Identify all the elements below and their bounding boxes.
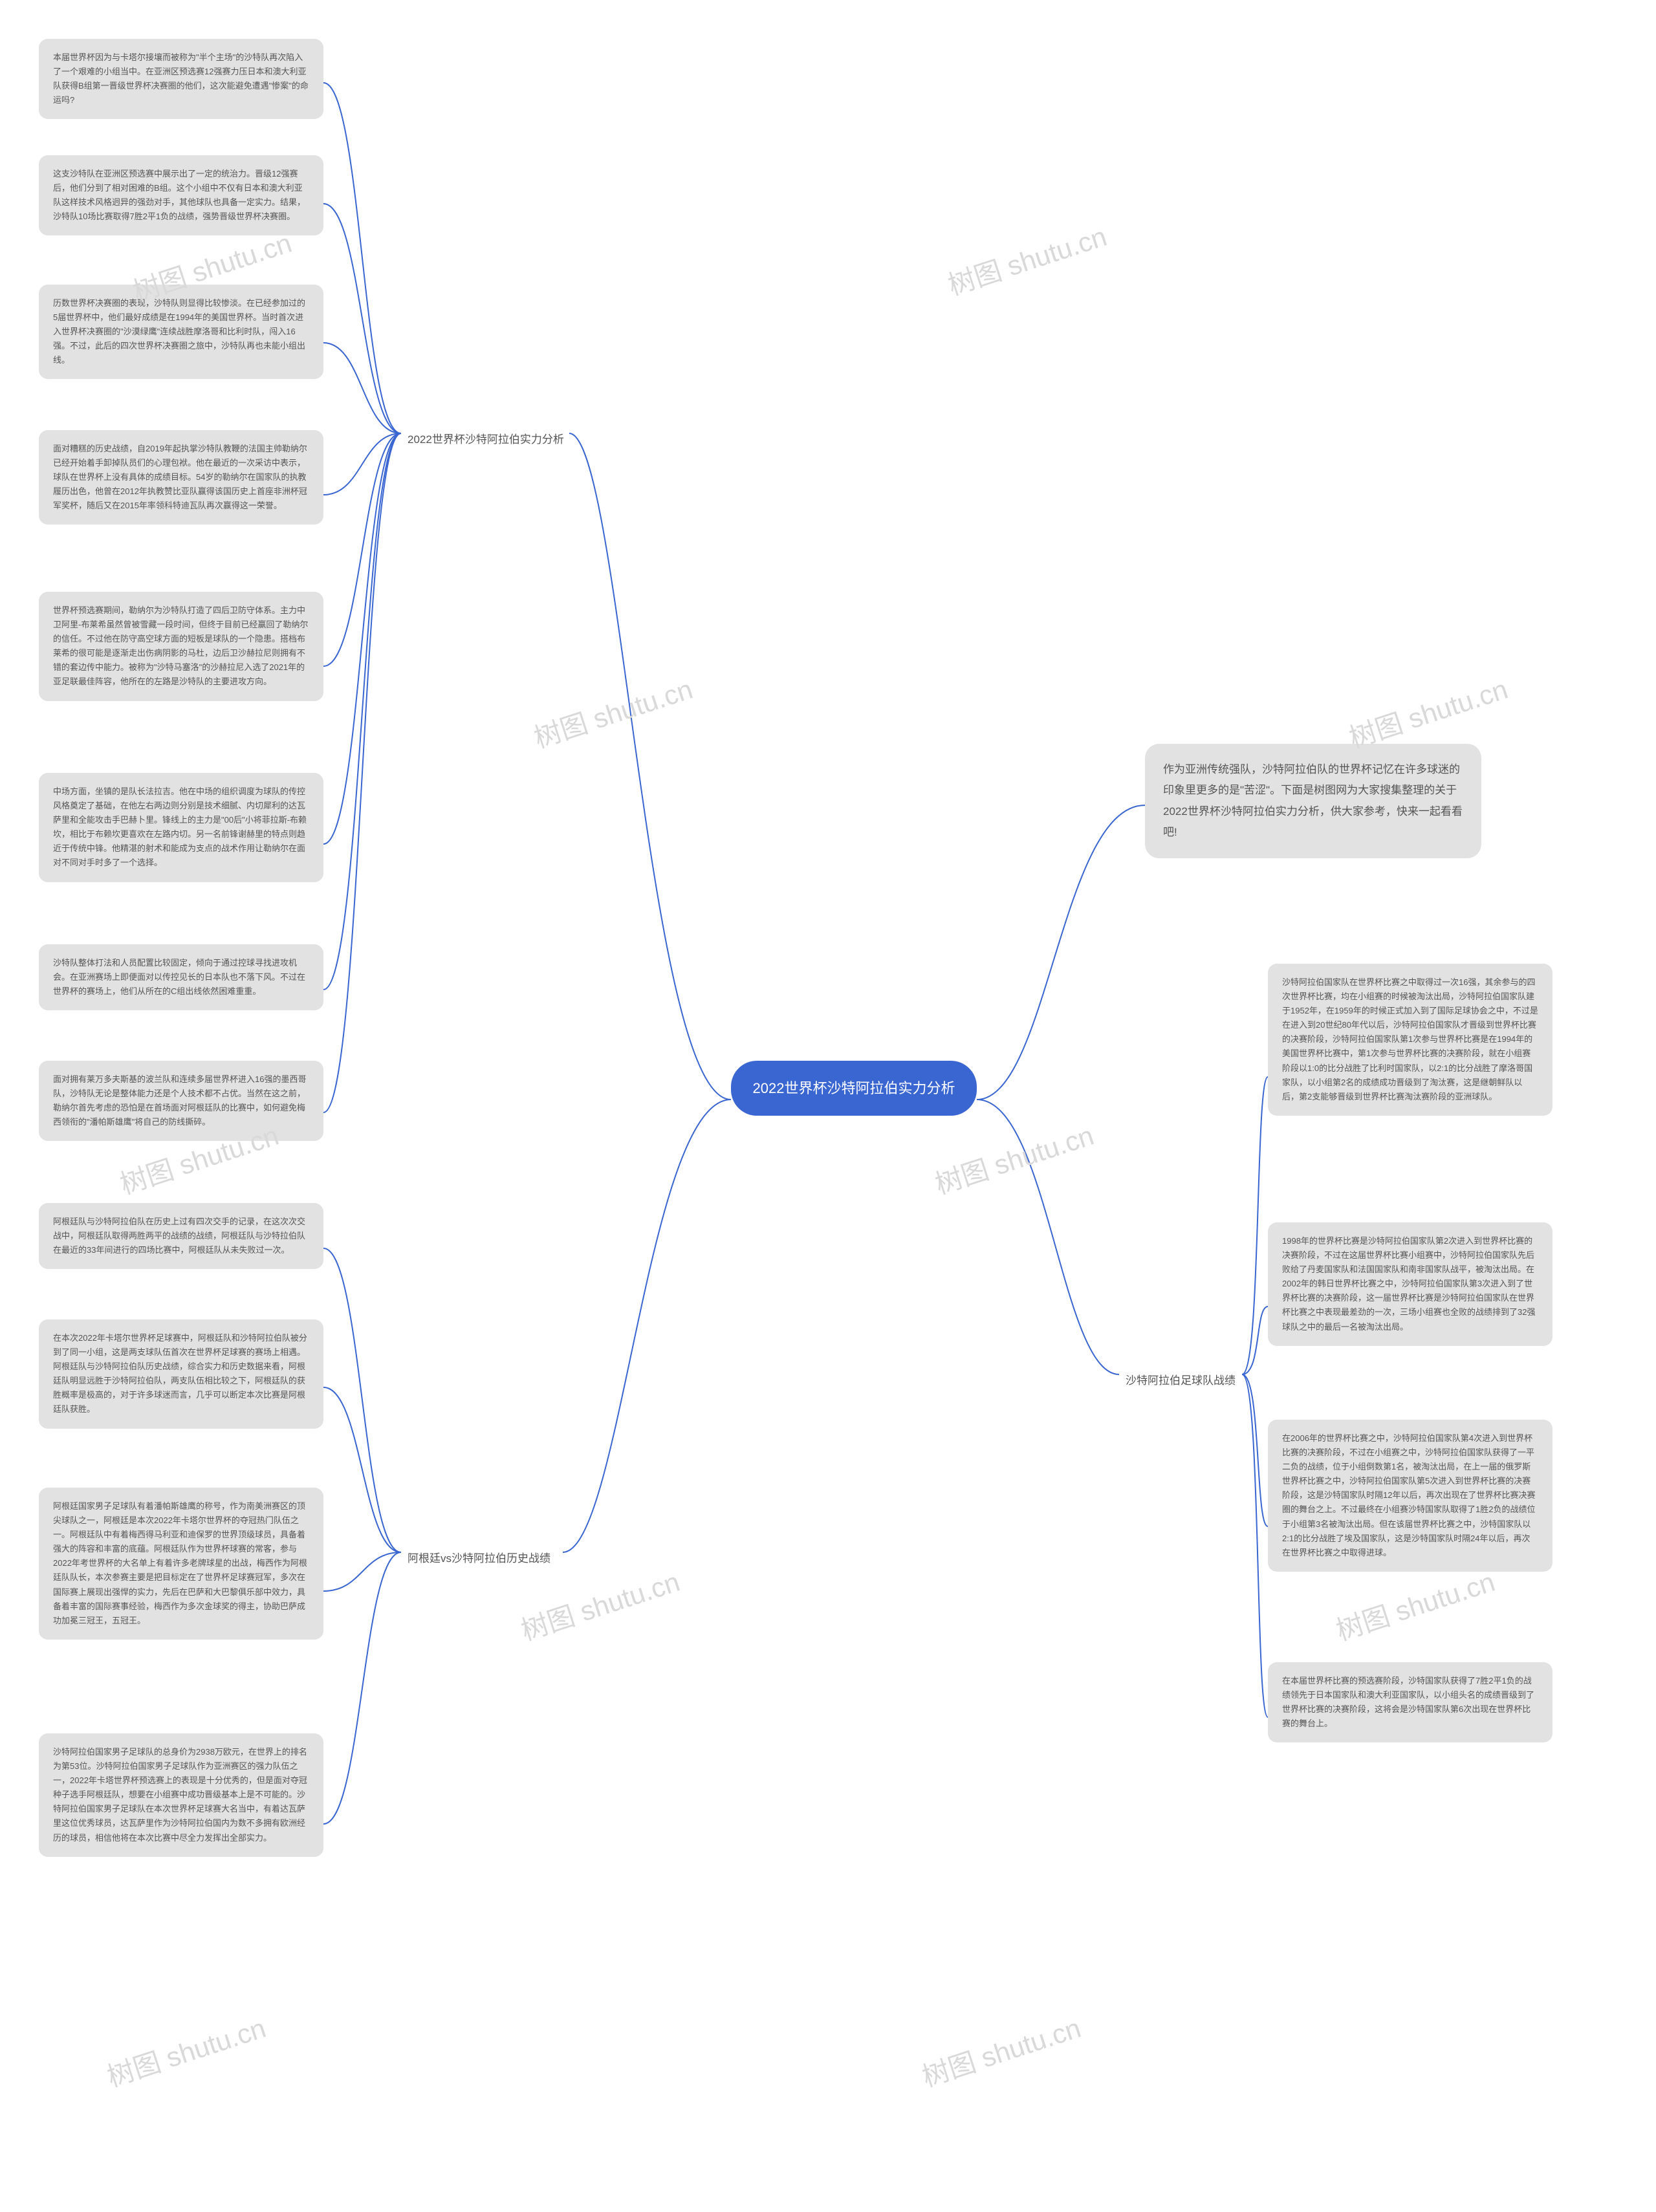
leaf-text: 沙特阿拉伯国家队在世界杯比赛之中取得过一次16强，其余参与的四次世界杯比赛，均在… [1282, 977, 1538, 1101]
leaf-text: 沙特队整体打法和人员配置比较固定，倾向于通过控球寻找进攻机会。在亚洲赛场上即便面… [53, 958, 305, 996]
leaf-node[interactable]: 1998年的世界杯比赛是沙特阿拉伯国家队第2次进入到世界杯比赛的决赛阶段，不过在… [1268, 1222, 1552, 1346]
branch-node[interactable]: 沙特阿拉伯足球队战绩 [1119, 1368, 1242, 1394]
watermark: 树图 shutu.cn [917, 2006, 1085, 2095]
edge [323, 433, 401, 495]
leaf-text: 阿根廷国家男子足球队有着潘帕斯雄鹰的称号，作为南美洲赛区的顶尖球队之一，阿根廷是… [53, 1501, 307, 1625]
edge [323, 433, 401, 844]
leaf-node[interactable]: 沙特队整体打法和人员配置比较固定，倾向于通过控球寻找进攻机会。在亚洲赛场上即便面… [39, 944, 323, 1010]
edge [323, 1387, 401, 1552]
leaf-node[interactable]: 面对拥有莱万多夫斯基的波兰队和连续多届世界杯进入16强的墨西哥队，沙特队无论是整… [39, 1061, 323, 1141]
edge [1242, 1307, 1268, 1374]
edge [977, 805, 1145, 1100]
root-label: 2022世界杯沙特阿拉伯实力分析 [753, 1080, 955, 1096]
watermark: 树图 shutu.cn [516, 1560, 684, 1649]
branch-node[interactable]: 阿根廷vs沙特阿拉伯历史战绩 [401, 1546, 557, 1572]
edge [1242, 1077, 1268, 1374]
mindmap-canvas: 2022世界杯沙特阿拉伯实力分析 作为亚洲传统强队，沙特阿拉伯队的世界杯记忆在许… [0, 0, 1656, 2212]
edge [569, 433, 731, 1100]
intro-node: 作为亚洲传统强队，沙特阿拉伯队的世界杯记忆在许多球迷的印象里更多的是"苦涩"。下… [1145, 744, 1481, 858]
edge [323, 1248, 401, 1552]
root-node[interactable]: 2022世界杯沙特阿拉伯实力分析 [731, 1061, 977, 1116]
leaf-node[interactable]: 在2006年的世界杯比赛之中，沙特阿拉伯国家队第4次进入到世界杯比赛的决赛阶段，… [1268, 1420, 1552, 1572]
watermark: 树图 shutu.cn [1344, 667, 1512, 756]
leaf-text: 在本届世界杯比赛的预选赛阶段，沙特国家队获得了7胜2平1负的战绩领先于日本国家队… [1282, 1676, 1534, 1728]
edge [323, 83, 401, 433]
leaf-text: 1998年的世界杯比赛是沙特阿拉伯国家队第2次进入到世界杯比赛的决赛阶段，不过在… [1282, 1236, 1535, 1332]
leaf-node[interactable]: 在本次2022年卡塔尔世界杯足球赛中，阿根廷队和沙特阿拉伯队被分到了同一小组，这… [39, 1319, 323, 1429]
leaf-node[interactable]: 沙特阿拉伯国家队在世界杯比赛之中取得过一次16强，其余参与的四次世界杯比赛，均在… [1268, 964, 1552, 1116]
edge [323, 433, 401, 666]
leaf-text: 世界杯预选赛期间，勒纳尔为沙特队打造了四后卫防守体系。主力中卫阿里-布莱希虽然曾… [53, 605, 308, 686]
leaf-text: 中场方面，坐镇的是队长法拉吉。他在中场的组织调度为球队的传控风格奠定了基础，在他… [53, 786, 307, 867]
leaf-node[interactable]: 这支沙特队在亚洲区预选赛中展示出了一定的统治力。晋级12强赛后，他们分到了相对困… [39, 155, 323, 235]
edge [323, 433, 401, 1112]
edge [323, 343, 401, 433]
edge [323, 1552, 401, 1824]
leaf-node[interactable]: 阿根廷队与沙特阿拉伯队在历史上过有四次交手的记录，在这次次交战中，阿根廷队取得两… [39, 1203, 323, 1269]
leaf-node[interactable]: 本届世界杯因为与卡塔尔接壤而被称为"半个主场"的沙特队再次陷入了一个艰难的小组当… [39, 39, 323, 119]
watermark: 树图 shutu.cn [102, 2006, 270, 2095]
edge [1242, 1374, 1268, 1717]
leaf-text: 沙特阿拉伯国家男子足球队的总身价为2938万欧元，在世界上的排名为第53位。沙特… [53, 1747, 307, 1843]
edge [977, 1100, 1119, 1374]
leaf-text: 这支沙特队在亚洲区预选赛中展示出了一定的统治力。晋级12强赛后，他们分到了相对困… [53, 169, 305, 221]
edge [563, 1100, 731, 1552]
watermark: 树图 shutu.cn [930, 1114, 1098, 1202]
leaf-node[interactable]: 阿根廷国家男子足球队有着潘帕斯雄鹰的称号，作为南美洲赛区的顶尖球队之一，阿根廷是… [39, 1488, 323, 1640]
branch-label: 2022世界杯沙特阿拉伯实力分析 [408, 433, 564, 446]
intro-text: 作为亚洲传统强队，沙特阿拉伯队的世界杯记忆在许多球迷的印象里更多的是"苦涩"。下… [1163, 763, 1463, 838]
leaf-node[interactable]: 历数世界杯决赛圈的表现，沙特队则显得比较惨淡。在已经参加过的5届世界杯中，他们最… [39, 285, 323, 379]
watermark: 树图 shutu.cn [942, 215, 1111, 303]
edge [1242, 1374, 1268, 1526]
leaf-text: 本届世界杯因为与卡塔尔接壤而被称为"半个主场"的沙特队再次陷入了一个艰难的小组当… [53, 52, 309, 105]
leaf-node[interactable]: 世界杯预选赛期间，勒纳尔为沙特队打造了四后卫防守体系。主力中卫阿里-布莱希虽然曾… [39, 592, 323, 701]
leaf-node[interactable]: 中场方面，坐镇的是队长法拉吉。他在中场的组织调度为球队的传控风格奠定了基础，在他… [39, 773, 323, 882]
edge [323, 1552, 401, 1591]
leaf-node[interactable]: 面对糟糕的历史战绩，自2019年起执掌沙特队教鞭的法国主帅勒纳尔已经开始着手卸掉… [39, 430, 323, 525]
leaf-text: 面对糟糕的历史战绩，自2019年起执掌沙特队教鞭的法国主帅勒纳尔已经开始着手卸掉… [53, 444, 307, 510]
leaf-text: 阿根廷队与沙特阿拉伯队在历史上过有四次交手的记录，在这次次交战中，阿根廷队取得两… [53, 1217, 305, 1255]
leaf-text: 面对拥有莱万多夫斯基的波兰队和连续多届世界杯进入16强的墨西哥队，沙特队无论是整… [53, 1074, 306, 1127]
edge [323, 433, 401, 990]
edge [323, 204, 401, 433]
branch-label: 阿根廷vs沙特阿拉伯历史战绩 [408, 1552, 550, 1565]
leaf-node[interactable]: 在本届世界杯比赛的预选赛阶段，沙特国家队获得了7胜2平1负的战绩领先于日本国家队… [1268, 1662, 1552, 1742]
leaf-text: 在本次2022年卡塔尔世界杯足球赛中，阿根廷队和沙特阿拉伯队被分到了同一小组，这… [53, 1333, 307, 1414]
watermark: 树图 shutu.cn [1331, 1560, 1499, 1649]
watermark: 树图 shutu.cn [528, 667, 697, 756]
leaf-node[interactable]: 沙特阿拉伯国家男子足球队的总身价为2938万欧元，在世界上的排名为第53位。沙特… [39, 1733, 323, 1857]
leaf-text: 历数世界杯决赛圈的表现，沙特队则显得比较惨淡。在已经参加过的5届世界杯中，他们最… [53, 298, 305, 365]
leaf-text: 在2006年的世界杯比赛之中，沙特阿拉伯国家队第4次进入到世界杯比赛的决赛阶段，… [1282, 1433, 1535, 1557]
branch-label: 沙特阿拉伯足球队战绩 [1126, 1374, 1236, 1387]
branch-node[interactable]: 2022世界杯沙特阿拉伯实力分析 [401, 427, 571, 453]
